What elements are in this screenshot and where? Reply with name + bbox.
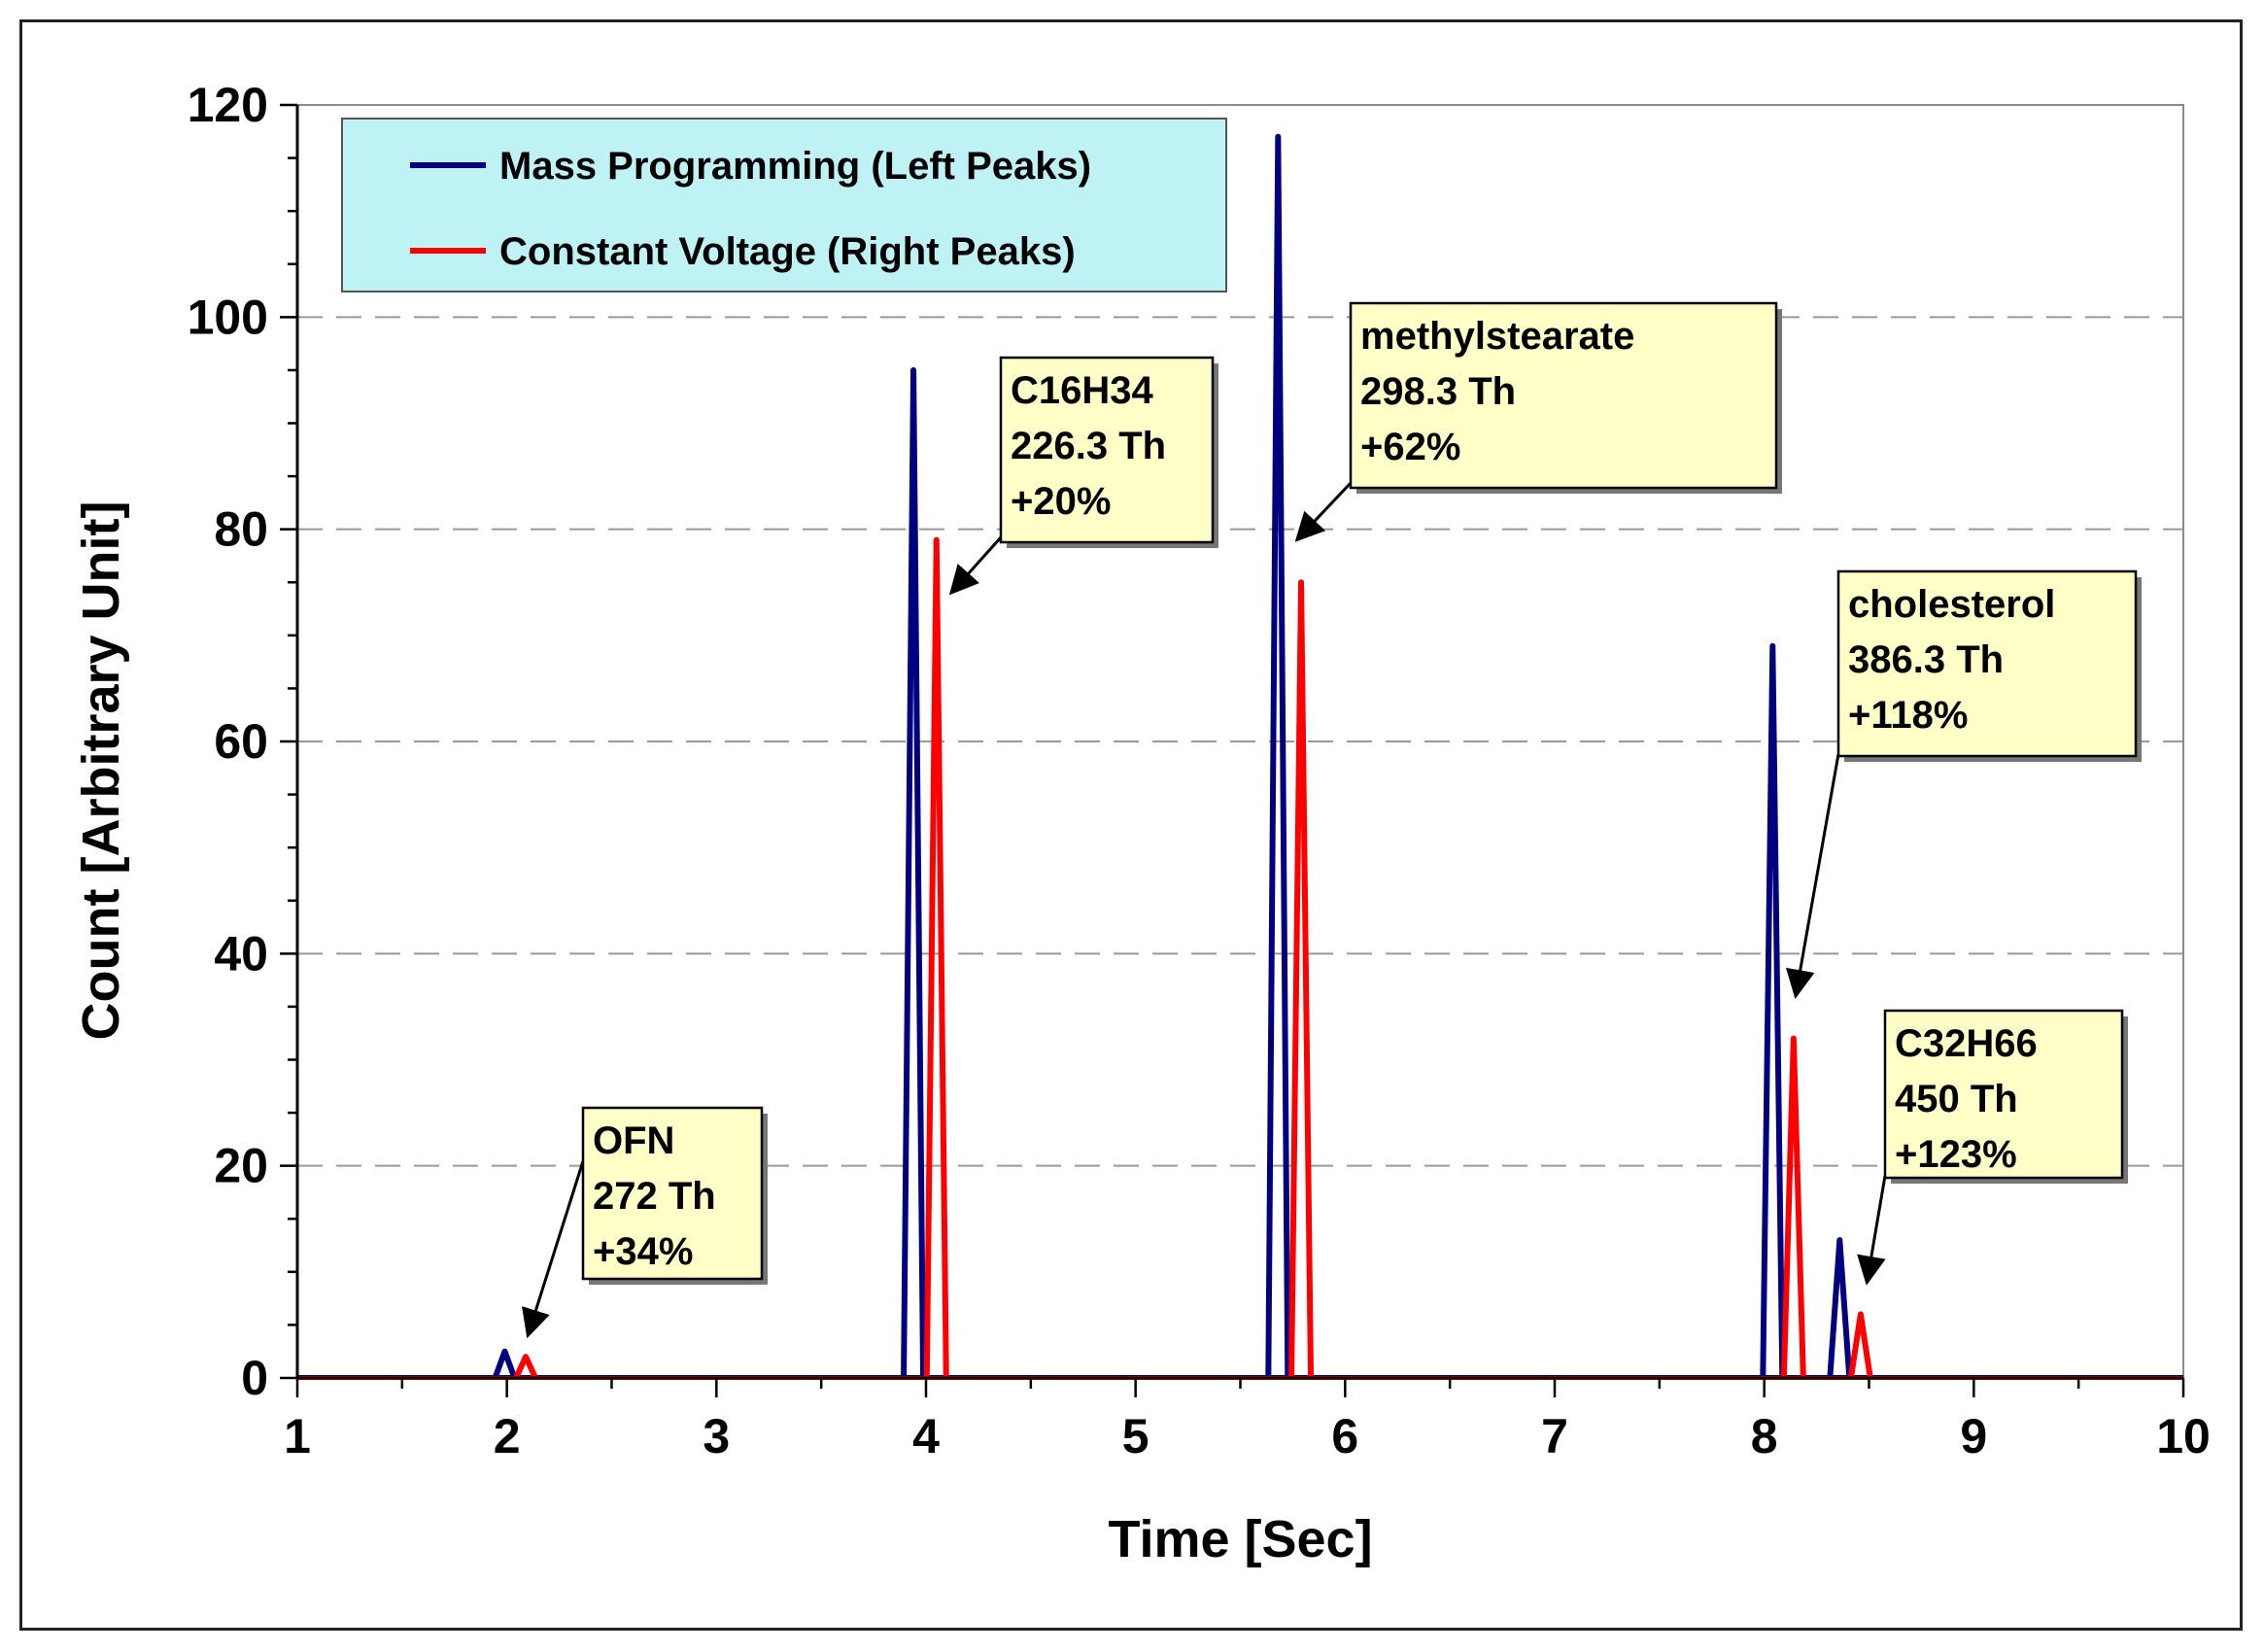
callout-4: C32H66 450 Th +123% bbox=[1857, 1009, 2128, 1286]
y-tick-label-120: 120 bbox=[188, 78, 268, 132]
callouts: OFN 272 Th +34% C16H34 226.3 Th +20% methylste… bbox=[522, 301, 2142, 1339]
peak-0-1 bbox=[901, 366, 927, 1379]
legend-label-0: Mass Programming (Left Peaks) bbox=[499, 145, 1091, 188]
peak-1-2 bbox=[1288, 579, 1315, 1379]
callout-text-4-0: C32H66 bbox=[1895, 1022, 2038, 1065]
callout-text-0-0: OFN bbox=[593, 1119, 674, 1162]
callout-arrow-1 bbox=[948, 536, 1003, 596]
peak-1-4 bbox=[1847, 1311, 1873, 1379]
callout-box-1 bbox=[999, 356, 1215, 544]
x-tick-label-9: 9 bbox=[1960, 1409, 1987, 1463]
callout-text-3-2: +118% bbox=[1848, 694, 1968, 737]
x-tick-label-1: 1 bbox=[284, 1409, 311, 1463]
callout-text-1-0: C16H34 bbox=[1011, 369, 1154, 412]
x-tick-label-7: 7 bbox=[1541, 1409, 1568, 1463]
axes: 0 20 40 60 80 100 120 1 2 3 4 5 6 7 8 9 10 Time [Sec] Coun… bbox=[72, 78, 2211, 1568]
peak-1-0 bbox=[513, 1354, 538, 1380]
peak-0-4 bbox=[1827, 1237, 1853, 1379]
callout-arrow-2 bbox=[1294, 481, 1353, 542]
callout-text-0-2: +34% bbox=[593, 1230, 693, 1273]
callout-text-4-1: 450 Th bbox=[1895, 1078, 2018, 1120]
callout-text-2-1: 298.3 Th bbox=[1360, 370, 1516, 413]
peak-0-3 bbox=[1760, 642, 1786, 1379]
legend-box bbox=[341, 118, 1227, 293]
callout-box-0 bbox=[581, 1106, 764, 1281]
peak-0-0 bbox=[492, 1348, 518, 1380]
y-tick-label-60: 60 bbox=[214, 714, 268, 769]
y-tick-label-0: 0 bbox=[241, 1351, 268, 1405]
y-axis-title: Count [Arbitrary Unit] bbox=[72, 501, 130, 1041]
y-tick-label-40: 40 bbox=[214, 926, 268, 981]
callout-text-2-0: methylstearate bbox=[1360, 315, 1634, 358]
callout-box-4 bbox=[1883, 1009, 2124, 1180]
callout-text-0-1: 272 Th bbox=[593, 1175, 716, 1218]
x-tick-label-4: 4 bbox=[912, 1409, 940, 1463]
x-tick-label-8: 8 bbox=[1751, 1409, 1778, 1463]
callout-3: cholesterol 386.3 Th +118% bbox=[1785, 569, 2142, 999]
peak-1-3 bbox=[1780, 1035, 1806, 1379]
callout-0: OFN 272 Th +34% bbox=[522, 1106, 768, 1339]
callout-arrow-0 bbox=[522, 1160, 585, 1339]
callout-text-4-2: +123% bbox=[1895, 1133, 2017, 1176]
x-tick-label-6: 6 bbox=[1331, 1409, 1358, 1463]
callout-arrow-4 bbox=[1857, 1175, 1887, 1286]
y-tick-label-100: 100 bbox=[188, 290, 268, 344]
x-axis-title: Time [Sec] bbox=[1108, 1510, 1372, 1568]
callout-arrow-3 bbox=[1785, 753, 1840, 999]
callout-text-1-1: 226.3 Th bbox=[1011, 425, 1166, 467]
x-tick-label-10: 10 bbox=[2156, 1409, 2211, 1463]
x-tick-label-2: 2 bbox=[494, 1409, 521, 1463]
callout-box-3 bbox=[1836, 569, 2138, 758]
peak-0-2 bbox=[1265, 133, 1291, 1379]
callout-2: methylstearate 298.3 Th +62% bbox=[1294, 301, 1782, 542]
x-tick-label-5: 5 bbox=[1122, 1409, 1149, 1463]
legend: Mass Programming (Left Peaks) Constant Vo… bbox=[341, 118, 1227, 293]
callout-box-2 bbox=[1349, 301, 1778, 490]
callout-1: C16H34 226.3 Th +20% bbox=[948, 356, 1218, 596]
callout-text-2-2: +62% bbox=[1360, 426, 1460, 468]
legend-label-1: Constant Voltage (Right Peaks) bbox=[499, 230, 1076, 273]
y-tick-label-20: 20 bbox=[214, 1139, 268, 1193]
peak-1-1 bbox=[923, 536, 949, 1379]
callout-text-3-0: cholesterol bbox=[1848, 583, 2055, 626]
callout-text-1-2: +20% bbox=[1011, 480, 1111, 523]
callout-text-3-1: 386.3 Th bbox=[1848, 638, 2004, 681]
x-tick-label-3: 3 bbox=[703, 1409, 730, 1463]
y-tick-label-80: 80 bbox=[214, 502, 268, 557]
